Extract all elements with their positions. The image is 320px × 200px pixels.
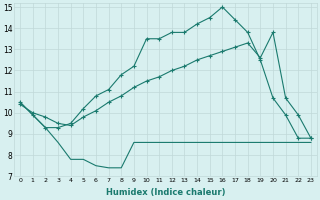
X-axis label: Humidex (Indice chaleur): Humidex (Indice chaleur) [106, 188, 225, 197]
